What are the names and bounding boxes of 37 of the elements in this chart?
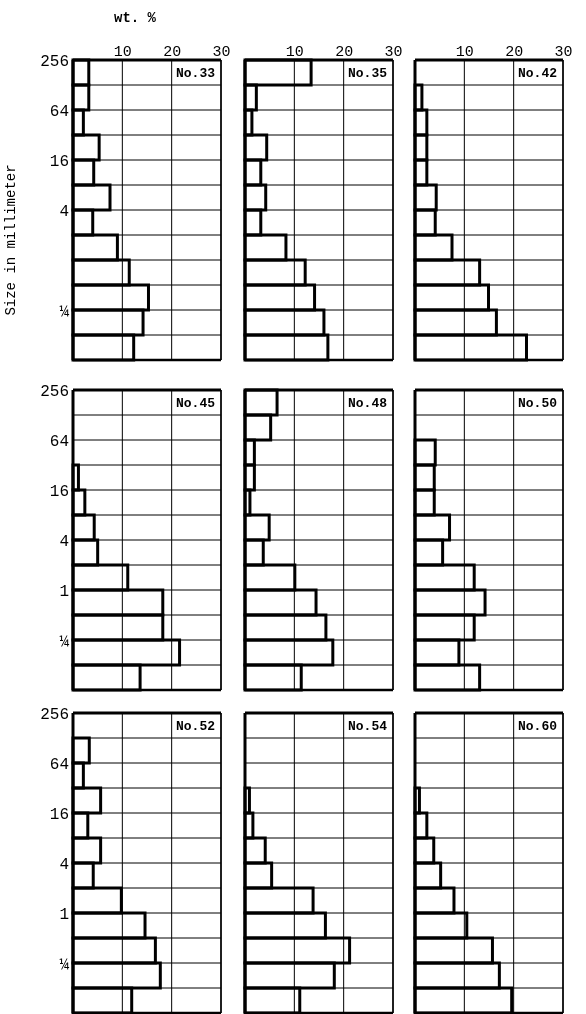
y-tick-label: ¼ <box>59 302 70 321</box>
text: No.42 <box>517 66 558 81</box>
x-tick-label: 20 <box>505 44 524 61</box>
text: No.54 <box>347 719 388 734</box>
y-tick-label: 4 <box>59 202 69 221</box>
text: No.50 <box>517 396 558 411</box>
y-tick-label: 16 <box>49 152 69 171</box>
x-tick-label: 20 <box>335 44 354 61</box>
y-tick-label: 256 <box>40 382 69 401</box>
text: No.60 <box>517 719 558 734</box>
y-tick-label: ¼ <box>59 955 70 974</box>
y-axis-title: Size in millimeter <box>3 164 19 316</box>
y-tick-label: 1 <box>59 582 69 601</box>
x-tick-label: 10 <box>285 44 304 61</box>
text: No.45 <box>175 396 216 411</box>
y-tick-label: ¼ <box>59 632 70 651</box>
x-tick-label: 30 <box>384 44 403 61</box>
x-tick-label: 20 <box>163 44 182 61</box>
y-tick-label: 16 <box>49 482 69 501</box>
y-tick-label: 4 <box>59 855 69 874</box>
x-tick-label: 30 <box>212 44 231 61</box>
x-axis-title: wt. % <box>113 10 157 26</box>
y-tick-label: 64 <box>49 102 69 121</box>
y-tick-label: 64 <box>49 755 69 774</box>
text: No.33 <box>175 66 216 81</box>
y-tick-label: 64 <box>49 432 69 451</box>
y-tick-label: 256 <box>40 52 69 71</box>
y-tick-label: 1 <box>59 905 69 924</box>
x-tick-label: 10 <box>113 44 132 61</box>
text: No.35 <box>347 66 388 81</box>
text: No.52 <box>175 719 216 734</box>
y-tick-label: 4 <box>59 532 69 551</box>
y-tick-label: 256 <box>40 705 69 724</box>
x-tick-label: 10 <box>455 44 474 61</box>
y-tick-label: 16 <box>49 805 69 824</box>
x-tick-label: 30 <box>554 44 573 61</box>
text: No.48 <box>347 396 388 411</box>
